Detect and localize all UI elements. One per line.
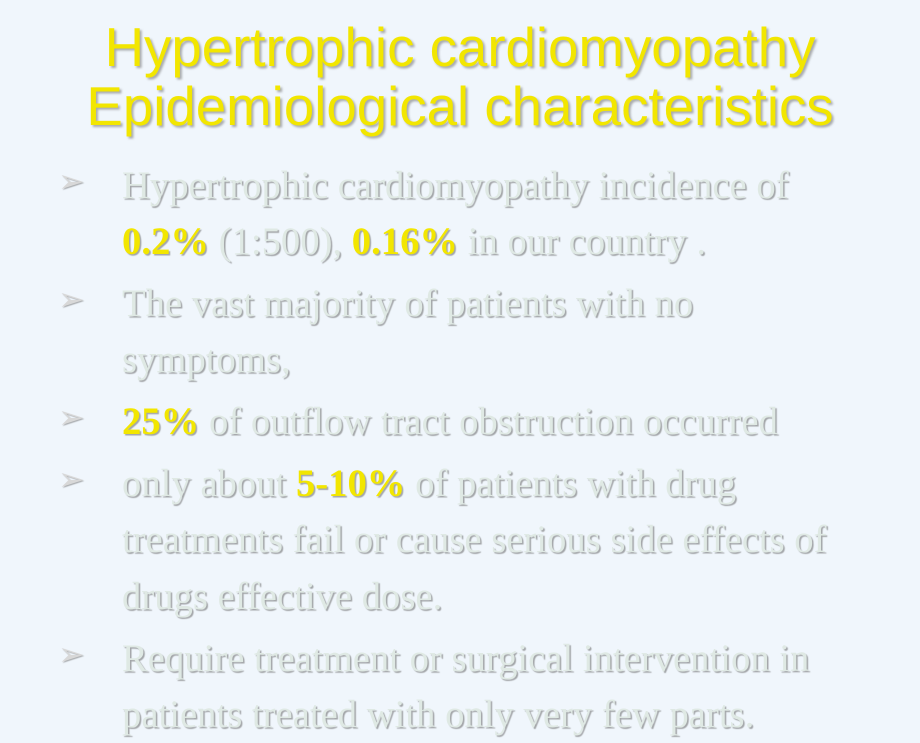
bullet-highlight: 25% bbox=[122, 401, 199, 443]
bullet-item: The vast majority of patients with no sy… bbox=[50, 276, 870, 388]
bullet-highlight: 0.2% bbox=[122, 221, 209, 263]
slide-title: Hypertrophic cardiomyopathy Epidemiologi… bbox=[50, 18, 870, 136]
title-line-1: Hypertrophic cardiomyopathy bbox=[50, 18, 870, 77]
bullet-item: Hypertrophic cardiomyopathy incidence of… bbox=[50, 158, 870, 270]
bullet-highlight: 5-10% bbox=[296, 463, 406, 505]
bullet-list: Hypertrophic cardiomyopathy incidence of… bbox=[50, 158, 870, 743]
bullet-text: in our country . bbox=[458, 221, 706, 263]
title-line-2: Epidemiological characteristics bbox=[50, 77, 870, 136]
slide: Hypertrophic cardiomyopathy Epidemiologi… bbox=[0, 0, 920, 690]
bullet-text: only about bbox=[122, 463, 296, 505]
bullet-item: 25% of outflow tract obstruction occurre… bbox=[50, 394, 870, 450]
bullet-item: only about 5-10% of patients with drug t… bbox=[50, 456, 870, 624]
bullet-text: Hypertrophic cardiomyopathy incidence of bbox=[122, 165, 789, 207]
bullet-text: of outflow tract obstruction occurred bbox=[199, 401, 778, 443]
bullet-text: (1:500), bbox=[209, 221, 352, 263]
bullet-text: Require treatment or surgical interventi… bbox=[122, 638, 809, 736]
bullet-item: Require treatment or surgical interventi… bbox=[50, 631, 870, 743]
bullet-text: The vast majority of patients with no sy… bbox=[122, 283, 693, 381]
bullet-highlight: 0.16% bbox=[352, 221, 458, 263]
